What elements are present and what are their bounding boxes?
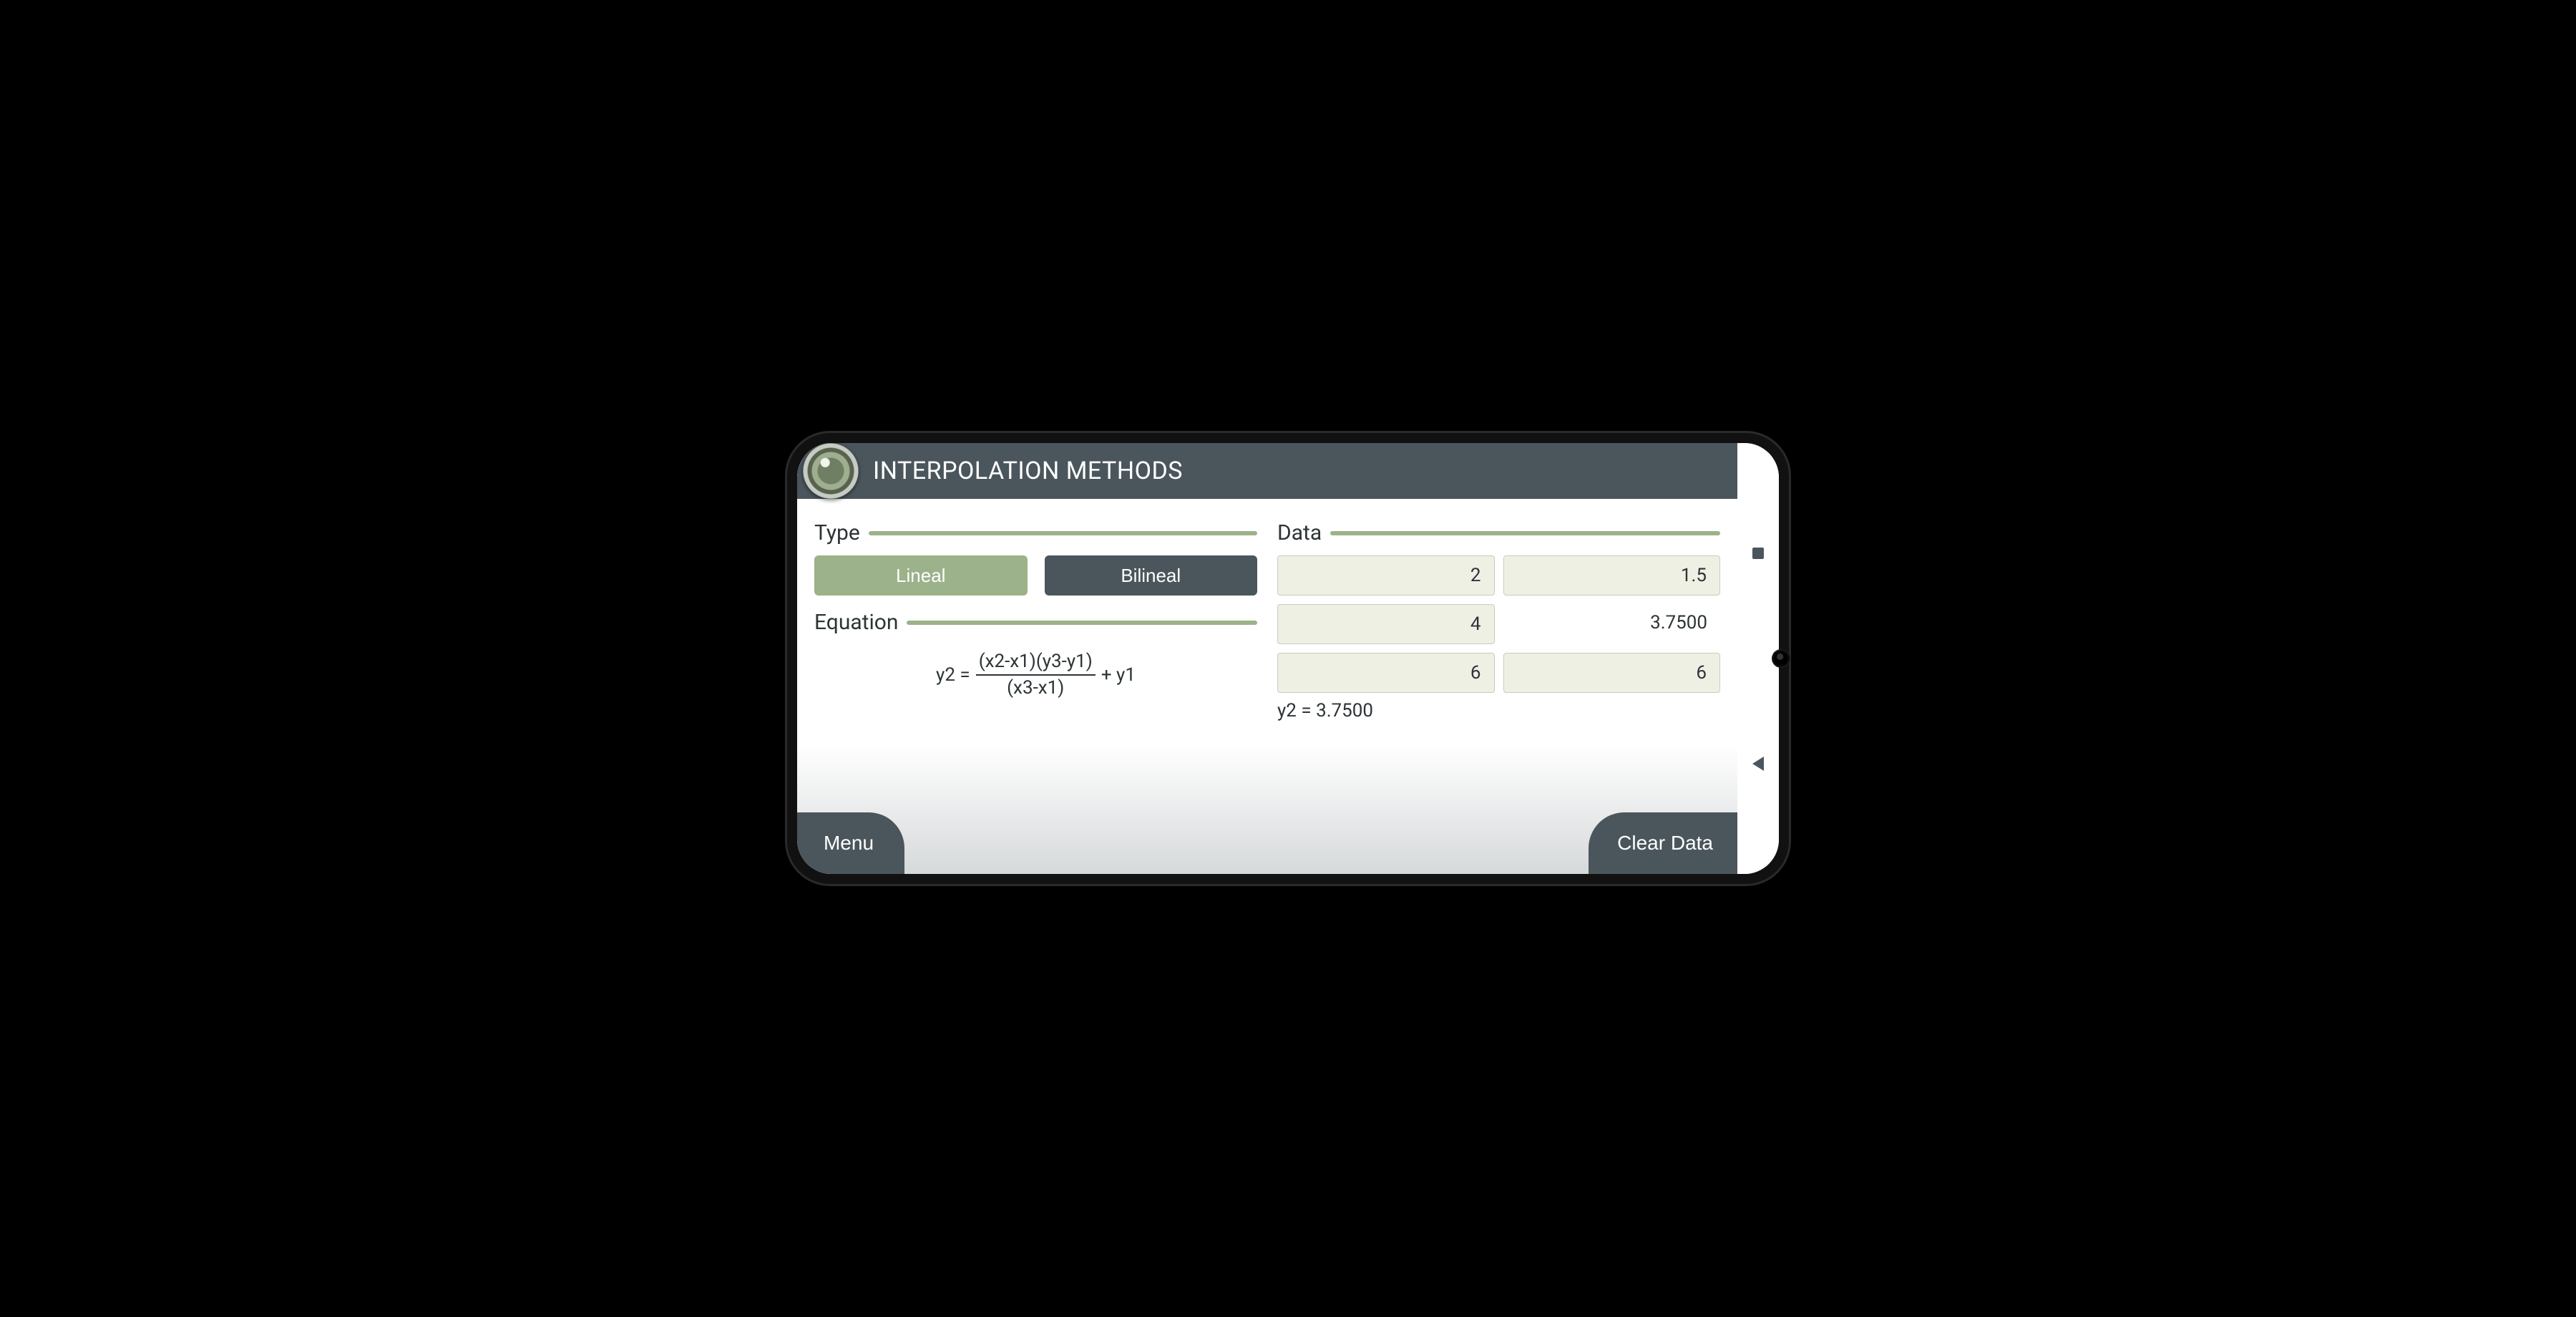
x2-input[interactable]: 4: [1277, 604, 1495, 644]
data-section-header: Data: [1277, 520, 1720, 545]
home-button-spacer: [1750, 651, 1766, 666]
y3-input[interactable]: 6: [1503, 653, 1721, 693]
title-bar: INTERPOLATION METHODS: [797, 443, 1737, 499]
app-logo-icon: [803, 443, 859, 499]
y1-input[interactable]: 1.5: [1503, 555, 1721, 596]
back-button[interactable]: [1750, 756, 1766, 772]
type-label: Type: [814, 520, 860, 545]
type-section-header: Type: [814, 520, 1257, 545]
equation-lhs: y2 =: [936, 664, 970, 686]
result-text: y2 = 3.7500: [1277, 700, 1720, 721]
recents-button[interactable]: [1750, 545, 1766, 561]
page-title: INTERPOLATION METHODS: [873, 457, 1183, 485]
equation-denominator: (x3-x1): [1004, 679, 1067, 698]
equation-display: y2 = (x2-x1)(y3-y1) (x3-x1) + y1: [814, 645, 1257, 699]
triangle-back-icon: [1752, 757, 1764, 771]
camera-spacer-icon: [1752, 652, 1765, 665]
equation-fraction-bar: [976, 674, 1096, 676]
clear-data-button[interactable]: Clear Data: [1589, 812, 1737, 874]
equation-suffix: + y1: [1101, 664, 1136, 686]
app-root: INTERPOLATION METHODS Type Lineal Biline…: [797, 443, 1737, 874]
content-area: Type Lineal Bilineal Equation y2 =: [797, 499, 1737, 874]
data-label: Data: [1277, 520, 1322, 545]
data-grid: 2 1.5 4 3.7500 6 6: [1277, 555, 1720, 693]
phone-screen: INTERPOLATION METHODS Type Lineal Biline…: [797, 443, 1779, 874]
equation-numerator: (x2-x1)(y3-y1): [976, 652, 1096, 671]
equation-label: Equation: [814, 610, 898, 635]
equation-section-header: Equation: [814, 610, 1257, 635]
x3-input[interactable]: 6: [1277, 653, 1495, 693]
phone-frame: INTERPOLATION METHODS Type Lineal Biline…: [787, 433, 1789, 884]
equation-fraction: (x2-x1)(y3-y1) (x3-x1): [976, 652, 1096, 699]
square-icon: [1752, 548, 1764, 559]
menu-button[interactable]: Menu: [797, 812, 904, 874]
type-button-bilineal[interactable]: Bilineal: [1045, 555, 1258, 596]
type-button-row: Lineal Bilineal: [814, 555, 1257, 596]
type-button-lineal[interactable]: Lineal: [814, 555, 1028, 596]
type-rule: [869, 531, 1257, 535]
x1-input[interactable]: 2: [1277, 555, 1495, 596]
y2-output: 3.7500: [1503, 604, 1721, 641]
front-camera: [1772, 649, 1790, 668]
data-rule: [1330, 531, 1720, 535]
equation-rule: [907, 621, 1257, 625]
